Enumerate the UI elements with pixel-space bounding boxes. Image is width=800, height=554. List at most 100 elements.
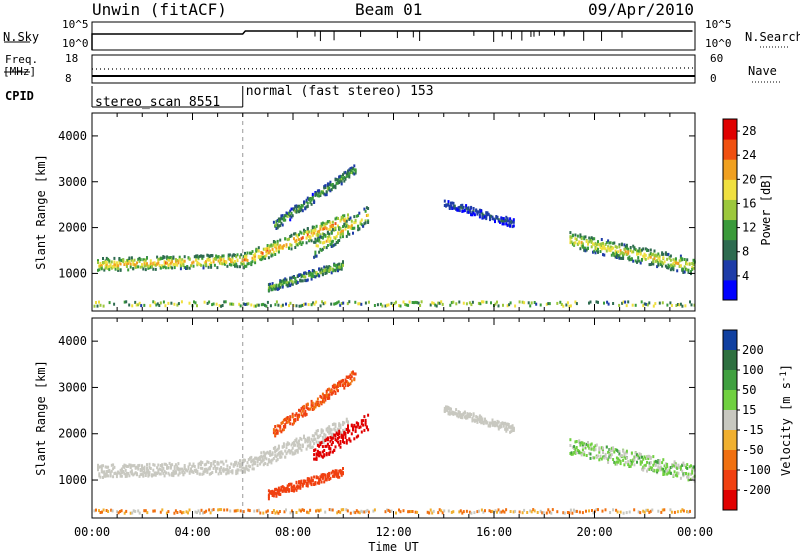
echo-cell [664,463,667,467]
echo-cell [277,287,280,291]
echo-cell [295,488,298,492]
echo-cell [192,260,195,264]
echo-cell [324,439,327,442]
echo-cell [323,449,326,452]
echo-cell [334,383,337,387]
echo-cell [337,178,339,182]
echo-cell [605,249,608,253]
echo-cell [281,214,284,218]
echo-cell [315,429,318,433]
echo-cell [310,476,313,480]
echo-cell [505,425,508,429]
echo-cell [328,445,331,448]
echo-cell [505,427,508,431]
echo-cell [354,168,357,172]
echo-cell [457,206,460,210]
echo-cell [325,265,328,269]
echo-cell [309,238,312,242]
echo-cell [326,220,329,224]
echo-cell [335,216,338,220]
echo-cell [359,425,362,429]
echo-cell [165,511,168,515]
echo-cell [306,440,309,444]
echo-cell [494,420,496,424]
echo-cell [402,300,405,304]
echo-cell [242,460,245,464]
echo-cell [217,508,220,512]
echo-cell [225,260,228,264]
echo-cell [328,235,331,238]
echo-cell [608,455,611,459]
echo-cell [223,508,226,512]
echo-cell [662,252,665,256]
echo-cell [334,242,337,246]
echo-cell [201,472,204,476]
echo-cell [193,465,196,468]
echo-cell [592,456,594,460]
echo-cell [607,450,610,454]
echo-cell [310,231,313,235]
echo-cell [319,434,322,437]
echo-cell [105,265,108,269]
echo-cell [293,237,295,241]
echo-cell [162,471,165,475]
echo-cell [500,425,503,429]
echo-cell [328,430,331,434]
echo-cell [326,237,329,241]
echo-cell [98,300,100,304]
echo-cell [141,263,143,267]
echo-cell [280,221,283,225]
echo-cell [636,249,638,253]
echo-cell [147,474,150,478]
echo-cell [244,255,246,259]
echo-cell [315,192,318,196]
echo-cell [257,303,260,307]
echo-cell [358,511,361,515]
echo-cell [277,217,280,221]
echo-cell [142,470,145,474]
echo-cell [236,265,239,269]
echo-cell [125,471,128,475]
echo-cell [294,205,297,209]
echo-cell [107,474,110,478]
echo-cell [231,471,234,475]
echo-cell [301,279,304,283]
echo-cell [264,462,267,465]
echo-cell [676,466,679,470]
echo-cell [291,422,294,426]
echo-cell [293,420,295,424]
echo-cell [512,224,515,228]
echo-cell [541,511,544,515]
echo-cell [316,238,319,242]
velocity-colorbar-label: Velocity [m s-1] [779,364,793,476]
echo-cell [275,449,278,452]
echo-cell [482,510,485,514]
echo-cell [114,263,117,267]
echo-cell [316,230,319,234]
echo-cell [270,243,273,247]
echo-cell [675,304,678,307]
echo-cell [594,448,597,452]
echo-cell [277,492,280,496]
echo-cell [685,465,687,469]
echo-cell [284,449,287,453]
echo-cell [157,468,160,472]
echo-cell [581,242,584,246]
cpid-segment-label: stereo_scan 8551 [95,95,220,110]
echo-cell [177,302,180,306]
echo-cell [103,470,106,474]
echo-cell [663,472,666,476]
echo-cell [294,419,297,423]
echo-cell [267,288,270,292]
echo-cell [323,224,326,228]
echo-cell [208,300,211,304]
echo-cell [629,462,632,466]
echo-cell [633,246,636,250]
echo-cell [331,228,334,232]
echo-cell [338,262,341,266]
echo-cell [319,394,322,398]
echo-cell [275,459,278,463]
echo-cell [286,416,289,420]
echo-cell [105,471,108,475]
echo-cell [390,301,393,305]
